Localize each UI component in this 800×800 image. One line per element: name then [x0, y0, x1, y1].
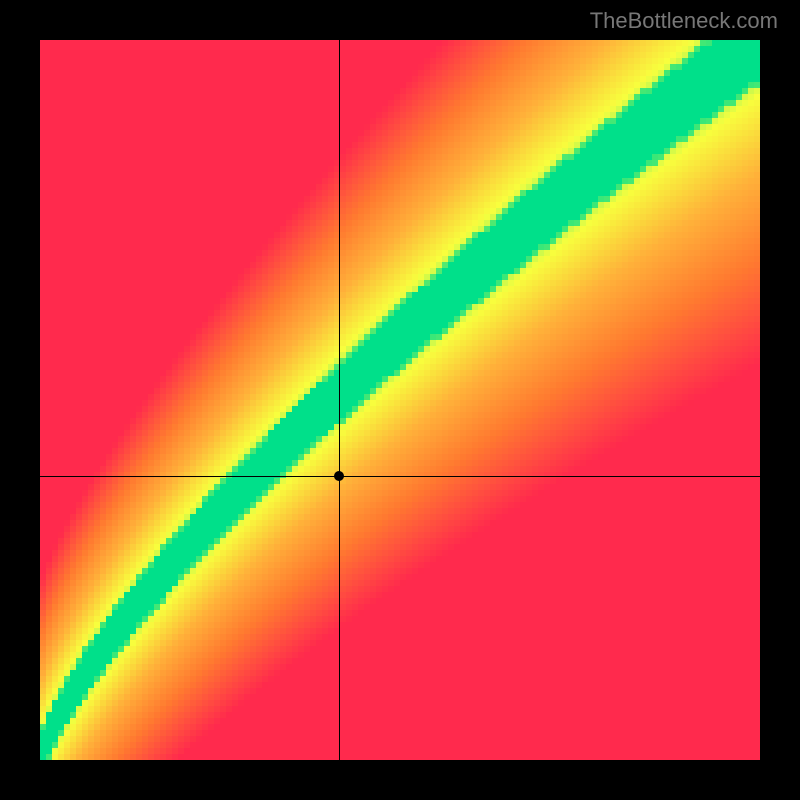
crosshair-horizontal: [40, 476, 760, 477]
heatmap-canvas: [40, 40, 760, 760]
crosshair-vertical: [339, 40, 340, 760]
watermark-text: TheBottleneck.com: [590, 8, 778, 34]
heatmap-plot: [40, 40, 760, 760]
crosshair-marker: [334, 471, 344, 481]
